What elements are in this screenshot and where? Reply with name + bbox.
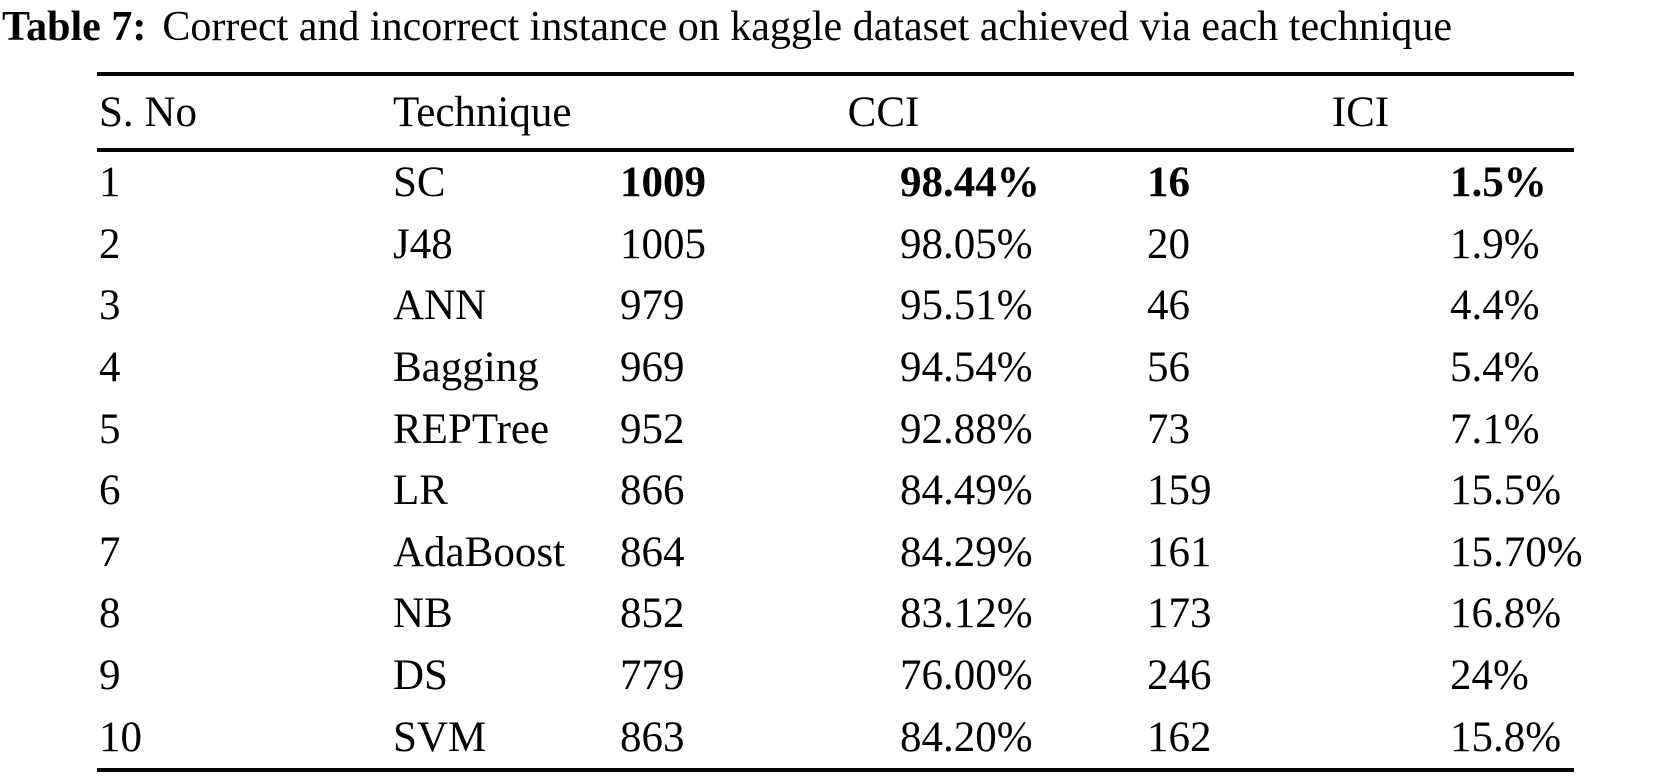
cell-cci-pct: 84.49% (900, 467, 1033, 515)
cell-cci-count: 779 (620, 652, 685, 700)
column-header-sno: S. No (99, 88, 197, 136)
table-row: 3 ANN 979 95.51% 46 4.4% (97, 275, 1574, 337)
cell-cci-pct: 83.12% (900, 590, 1033, 638)
cell-sno: 2 (99, 220, 121, 268)
table-body: 1 SC 1009 98.44% 16 1.5% 2 J48 1005 98.0… (97, 152, 1583, 768)
table-row: 5 REPTree 952 92.88% 73 7.1% (97, 398, 1574, 460)
cell-ici-count: 56 (1147, 344, 1190, 392)
cell-sno: 5 (99, 405, 121, 453)
cell-sno: 8 (99, 590, 121, 638)
cell-sno: 10 (99, 713, 142, 761)
results-table: S. No Technique CCI ICI 1 SC 1009 98.44%… (97, 72, 1583, 772)
cell-ici-count: 16 (1147, 159, 1190, 207)
cell-ici-count: 162 (1147, 713, 1212, 761)
cell-sno: 9 (99, 652, 121, 700)
cell-technique: DS (393, 652, 448, 700)
cell-ici-pct: 5.4% (1450, 344, 1540, 392)
cell-cci-count: 1009 (620, 159, 706, 207)
cell-sno: 7 (99, 528, 121, 576)
cell-cci-pct: 84.29% (900, 528, 1033, 576)
cell-cci-count: 1005 (620, 220, 706, 268)
cell-cci-count: 852 (620, 590, 685, 638)
cell-ici-count: 20 (1147, 220, 1190, 268)
cell-ici-count: 173 (1147, 590, 1212, 638)
cell-ici-count: 159 (1147, 467, 1212, 515)
cell-ici-count: 246 (1147, 652, 1212, 700)
cell-cci-count: 866 (620, 467, 685, 515)
table-caption: Table 7: Correct and incorrect instance o… (2, 0, 1671, 54)
cell-cci-count: 864 (620, 528, 685, 576)
cell-technique: LR (393, 467, 448, 515)
cell-ici-pct: 24% (1450, 652, 1529, 700)
table-row: 9 DS 779 76.00% 246 24% (97, 645, 1574, 707)
cell-technique: REPTree (393, 405, 550, 453)
table-header-row: S. No Technique CCI ICI (97, 76, 1574, 152)
cell-ici-pct: 15.8% (1450, 713, 1562, 761)
cell-cci-count: 863 (620, 713, 685, 761)
cell-sno: 6 (99, 467, 121, 515)
table-row: 8 NB 852 83.12% 173 16.8% (97, 583, 1574, 645)
cell-sno: 3 (99, 282, 121, 330)
cell-cci-pct: 95.51% (900, 282, 1033, 330)
cell-technique: SC (393, 159, 446, 207)
table-row: 7 AdaBoost 864 84.29% 161 15.70% (97, 522, 1583, 584)
cell-ici-pct: 16.8% (1450, 590, 1562, 638)
cell-cci-count: 952 (620, 405, 685, 453)
cell-ici-pct: 1.5% (1450, 159, 1547, 207)
table-row: 2 J48 1005 98.05% 20 1.9% (97, 214, 1574, 276)
cell-technique: AdaBoost (393, 528, 565, 576)
cell-cci-count: 969 (620, 344, 685, 392)
table-row: 1 SC 1009 98.44% 16 1.5% (97, 152, 1574, 214)
cell-technique: NB (393, 590, 453, 638)
table-row: 10 SVM 863 84.20% 162 15.8% (97, 706, 1574, 768)
table-caption-text: Correct and incorrect instance on kaggle… (162, 4, 1453, 50)
cell-ici-pct: 15.5% (1450, 467, 1562, 515)
table-caption-label: Table 7: (2, 4, 147, 50)
cell-cci-count: 979 (620, 282, 685, 330)
cell-ici-count: 73 (1147, 405, 1190, 453)
cell-technique: SVM (393, 713, 487, 761)
table-row: 4 Bagging 969 94.54% 56 5.4% (97, 337, 1574, 399)
cell-technique: ANN (393, 282, 487, 330)
table-row: 6 LR 866 84.49% 159 15.5% (97, 460, 1574, 522)
cell-technique: J48 (393, 220, 453, 268)
cell-cci-pct: 92.88% (900, 405, 1033, 453)
cell-ici-pct: 15.70% (1450, 528, 1583, 576)
cell-ici-pct: 7.1% (1450, 405, 1540, 453)
column-header-technique: Technique (393, 88, 572, 136)
cell-cci-pct: 76.00% (900, 652, 1033, 700)
cell-cci-pct: 98.44% (900, 159, 1040, 207)
column-header-cci: CCI (847, 88, 920, 136)
cell-sno: 4 (99, 344, 121, 392)
cell-cci-pct: 84.20% (900, 713, 1033, 761)
cell-sno: 1 (99, 159, 121, 207)
cell-ici-count: 161 (1147, 528, 1212, 576)
column-header-ici: ICI (1331, 88, 1390, 136)
cell-ici-count: 46 (1147, 282, 1190, 330)
cell-ici-pct: 1.9% (1450, 220, 1540, 268)
cell-ici-pct: 4.4% (1450, 282, 1540, 330)
cell-technique: Bagging (393, 344, 539, 392)
cell-cci-pct: 98.05% (900, 220, 1033, 268)
cell-cci-pct: 94.54% (900, 344, 1033, 392)
